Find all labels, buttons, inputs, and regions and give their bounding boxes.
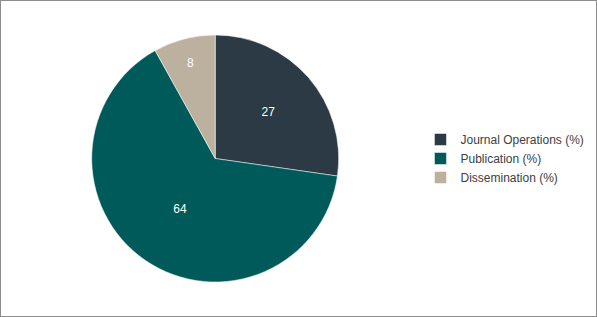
- svg-text:27: 27: [262, 105, 276, 119]
- svg-text:8: 8: [187, 56, 194, 70]
- svg-text:64: 64: [173, 202, 187, 216]
- svg-text:Publication (%): Publication (%): [460, 152, 541, 166]
- svg-text:Dissemination (%): Dissemination (%): [460, 171, 557, 185]
- svg-text:Journal Operations (%): Journal Operations (%): [460, 133, 583, 147]
